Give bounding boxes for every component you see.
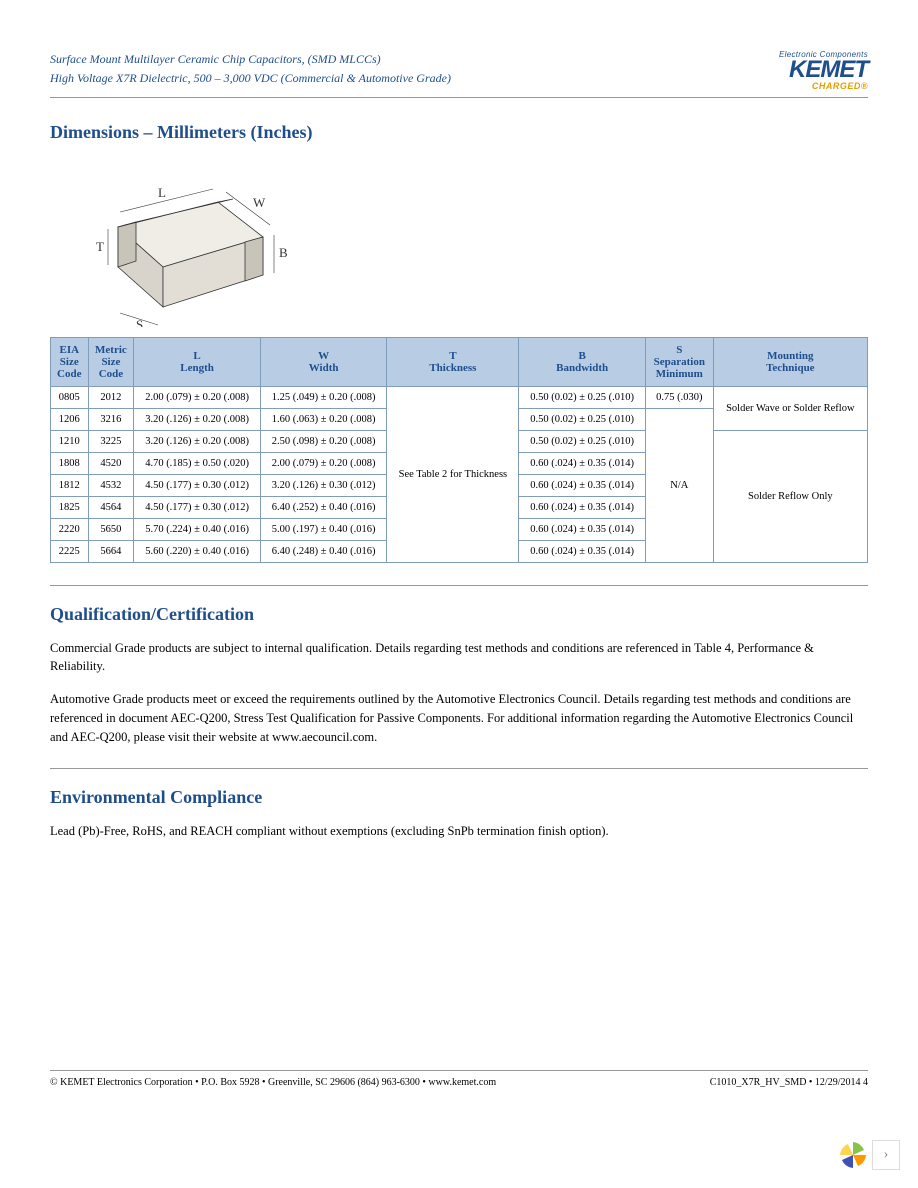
- table-body: 0805 2012 2.00 (.079) ± 0.20 (.008) 1.25…: [51, 386, 868, 562]
- th-width: WWidth: [260, 337, 387, 386]
- page-header: Surface Mount Multilayer Ceramic Chip Ca…: [50, 50, 868, 98]
- diagram-B-label: B: [279, 245, 288, 260]
- chevron-right-icon: ›: [884, 1147, 889, 1163]
- environmental-title: Environmental Compliance: [50, 787, 868, 808]
- mount-wave-cell: Solder Wave or Solder Reflow: [713, 386, 867, 430]
- dimensions-table: EIASizeCode MetricSizeCode LLength WWidt…: [50, 337, 868, 563]
- table-head: EIASizeCode MetricSizeCode LLength WWidt…: [51, 337, 868, 386]
- diagram-T-label: T: [96, 239, 104, 254]
- th-eia: EIASizeCode: [51, 337, 89, 386]
- page: Surface Mount Multilayer Ceramic Chip Ca…: [0, 0, 918, 1188]
- footer-left: © KEMET Electronics Corporation • P.O. B…: [50, 1077, 496, 1088]
- footer-right: C1010_X7R_HV_SMD • 12/29/2014 4: [710, 1077, 868, 1088]
- th-length: LLength: [134, 337, 261, 386]
- qualification-title: Qualification/Certification: [50, 604, 868, 625]
- th-mounting: MountingTechnique: [713, 337, 867, 386]
- next-button[interactable]: ›: [872, 1140, 900, 1170]
- thickness-merge-cell: See Table 2 for Thickness: [387, 386, 519, 562]
- th-separation: SSeparationMinimum: [645, 337, 713, 386]
- diagram-W-label: W: [253, 195, 266, 210]
- divider: [50, 585, 868, 586]
- mount-reflow-cell: Solder Reflow Only: [713, 430, 867, 562]
- kemet-logo: Electronic Components KEMET CHARGED®: [779, 50, 868, 91]
- table-row: 0805 2012 2.00 (.079) ± 0.20 (.008) 1.25…: [51, 386, 868, 408]
- capacitor-svg-icon: L W B T S: [58, 157, 288, 327]
- th-bandwidth: BBandwidth: [519, 337, 646, 386]
- diagram-L-label: L: [158, 185, 166, 200]
- header-line1: Surface Mount Multilayer Ceramic Chip Ca…: [50, 50, 451, 69]
- dimensions-title: Dimensions – Millimeters (Inches): [50, 122, 868, 143]
- pinwheel-icon: [838, 1140, 868, 1170]
- th-metric: MetricSizeCode: [88, 337, 134, 386]
- th-thickness: TThickness: [387, 337, 519, 386]
- header-subtitle: Surface Mount Multilayer Ceramic Chip Ca…: [50, 50, 451, 88]
- header-line2: High Voltage X7R Dielectric, 500 – 3,000…: [50, 69, 451, 88]
- environmental-p1: Lead (Pb)-Free, RoHS, and REACH complian…: [50, 822, 868, 841]
- logo-main: KEMET: [779, 59, 868, 81]
- s-na-cell: N/A: [645, 408, 713, 562]
- diagram-S-label: S: [136, 317, 143, 327]
- qualification-p1: Commercial Grade products are subject to…: [50, 639, 868, 677]
- next-page-control: ›: [838, 1140, 900, 1170]
- divider: [50, 768, 868, 769]
- capacitor-diagram: L W B T S: [58, 157, 288, 327]
- page-footer: © KEMET Electronics Corporation • P.O. B…: [50, 1070, 868, 1088]
- qualification-p2: Automotive Grade products meet or exceed…: [50, 690, 868, 746]
